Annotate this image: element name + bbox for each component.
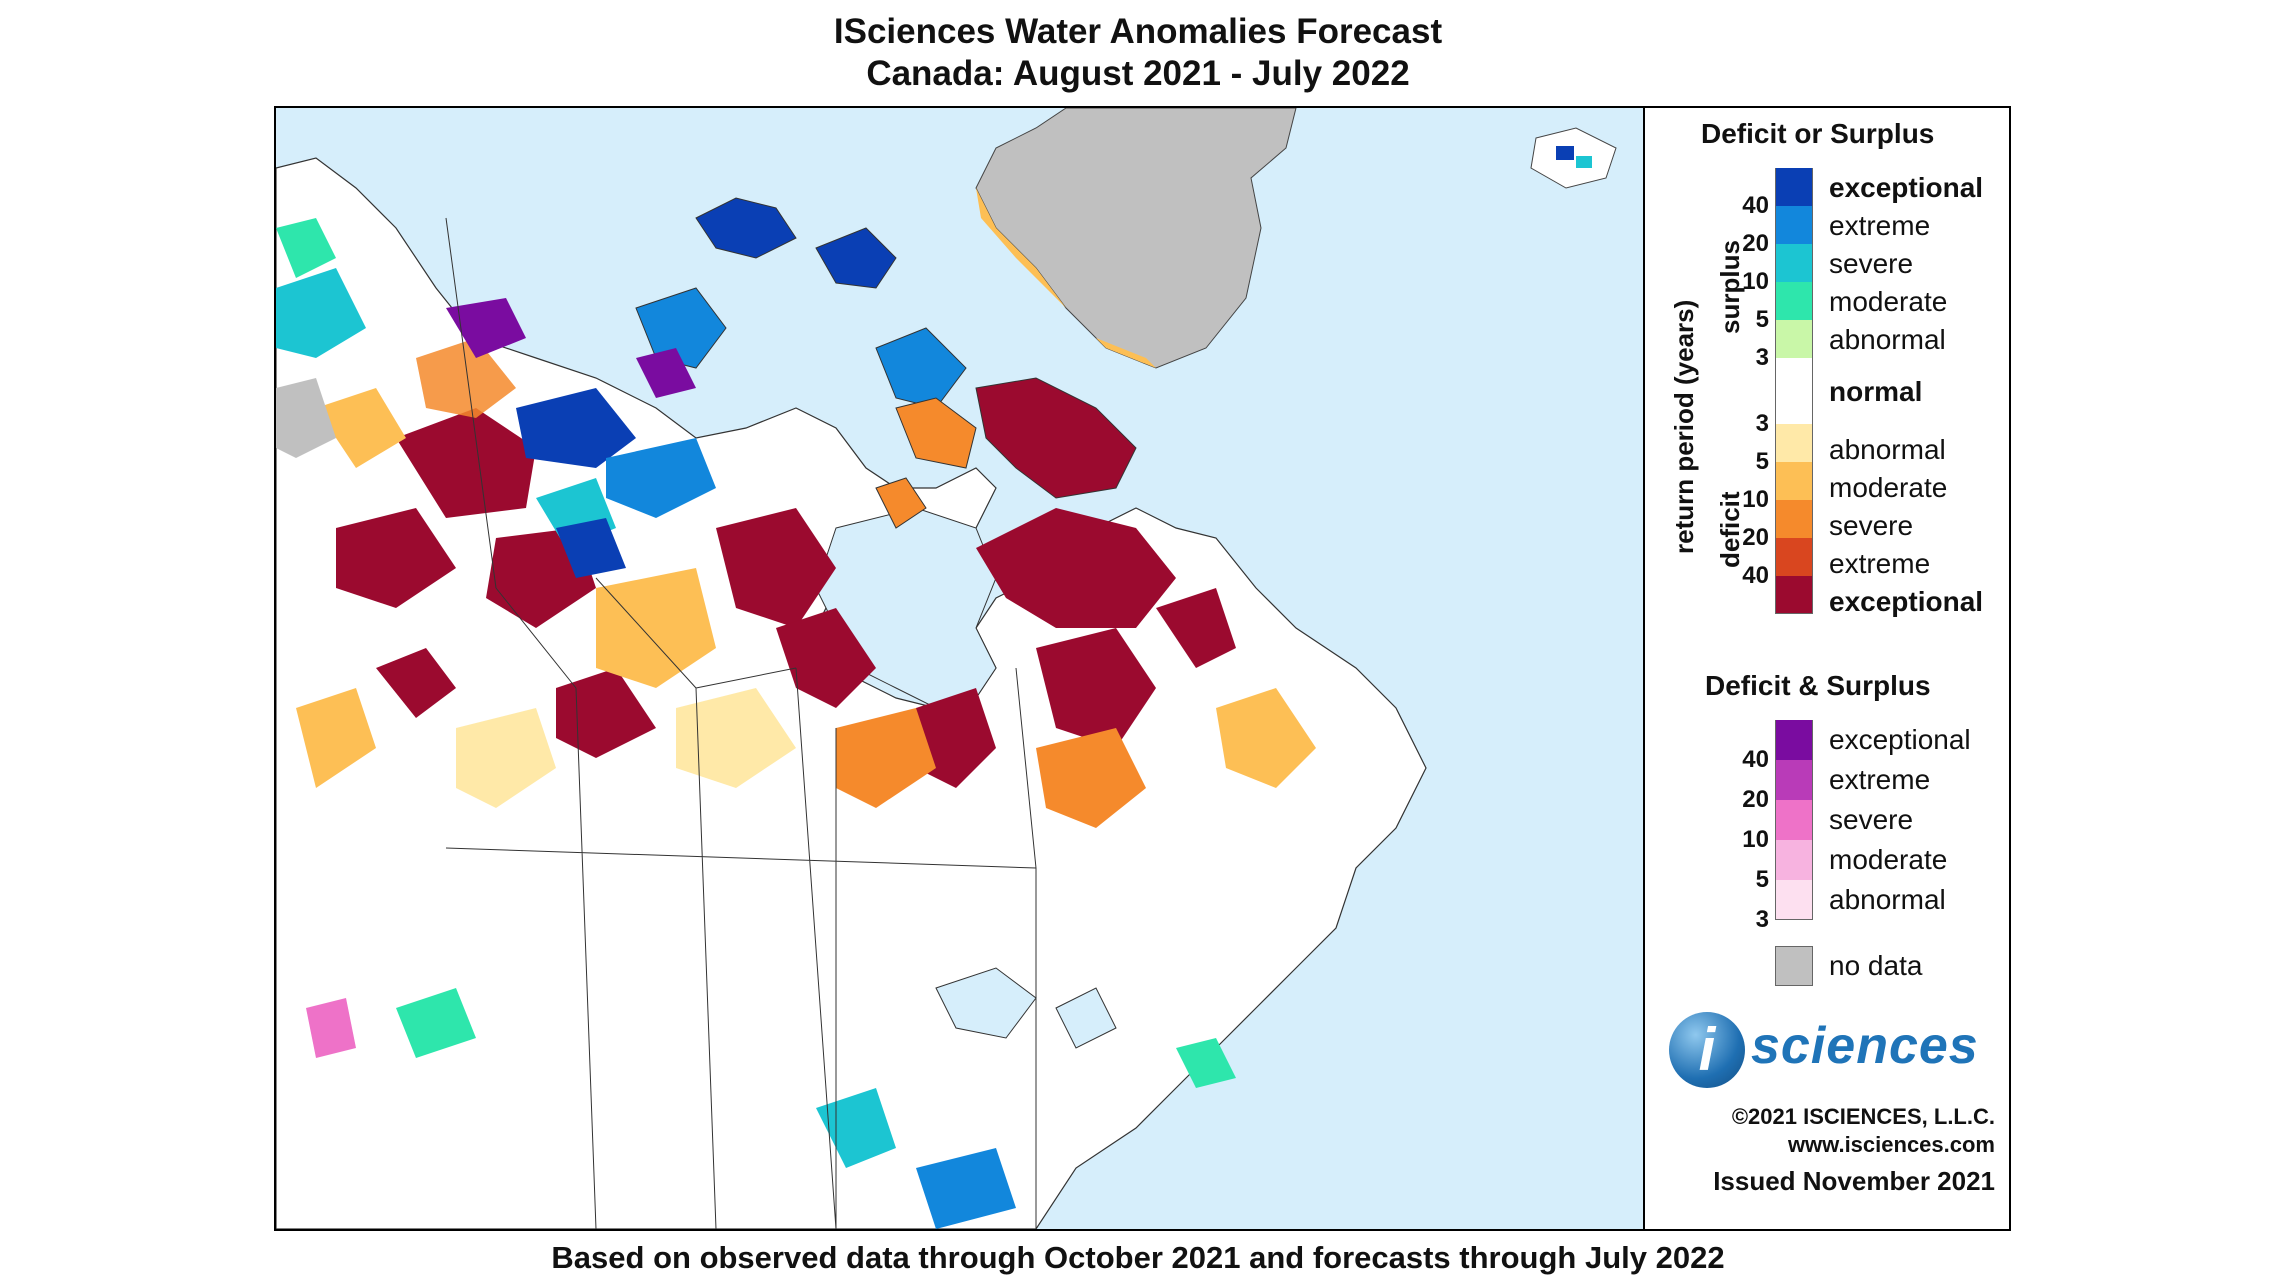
isciences-logo: i sciences [1669,1012,1999,1092]
arctic-island-2 [815,227,897,289]
swatch-deficit-moderate [1775,462,1813,500]
label-deficit-abnormal: abnormal [1829,434,1946,465]
label-normal: normal [1829,376,1923,407]
arctic-island-4 [875,327,967,409]
map-panel [276,108,1645,1229]
tick-deficit-10: 10 [1742,486,1769,513]
tick-both-3: 3 [1755,906,1769,933]
label-surplus-severe: severe [1829,248,1914,279]
label-deficit-extreme: extreme [1829,548,1931,579]
label-deficit-moderate: moderate [1829,472,1948,503]
swatch-both-severe [1775,800,1813,840]
swatch-surplus-severe [1775,244,1813,282]
swatch-no-data [1775,946,1813,986]
tick-both-5: 5 [1755,866,1769,893]
tick-deficit-5: 5 [1755,448,1769,475]
baffin-island [975,377,1137,499]
swatch-surplus-exceptional [1775,168,1813,206]
great-lakes [935,967,1117,1049]
label-surplus-extreme: extreme [1829,210,1931,241]
map-subtitle: Canada: August 2021 - July 2022 [866,54,1410,93]
legend-axis-label: return period (years) [1669,299,1699,554]
tick-deficit-20: 20 [1742,524,1769,551]
arctic-island-3 [635,287,727,369]
legend: Deficit or Surplus return period (years)… [1645,108,2009,1229]
swatch-surplus-extreme [1775,206,1813,244]
swatch-both-extreme [1775,760,1813,800]
label-both-severe: severe [1829,804,1914,835]
canada-anomaly-map [276,108,1643,1229]
label-deficit-exceptional: exceptional [1829,586,1984,617]
tick-both-40: 40 [1742,746,1769,773]
tick-both-10: 10 [1742,826,1769,853]
label-both-extreme: extreme [1829,764,1931,795]
label-both-abnormal: abnormal [1829,884,1946,915]
map-frame: Deficit or Surplus return period (years)… [274,106,2011,1231]
swatch-both-abnormal [1775,880,1813,920]
label-no-data: no data [1829,950,1923,981]
website: www.isciences.com [1787,1132,1995,1157]
tick-both-20: 20 [1742,786,1769,813]
legend-heading-deficit-and-surplus: Deficit & Surplus [1705,670,1931,701]
southampton-island [875,477,927,529]
swatch-surplus-abnormal [1775,320,1813,358]
label-surplus-exceptional: exceptional [1829,172,1984,203]
swatch-deficit-abnormal [1775,424,1813,462]
tick-surplus-10: 10 [1742,268,1769,295]
swatch-normal [1775,358,1813,424]
label-both-moderate: moderate [1829,844,1948,875]
footer-note: Based on observed data through October 2… [551,1240,1725,1275]
swatch-surplus-moderate [1775,282,1813,320]
label-both-exceptional: exceptional [1829,724,1971,755]
tick-deficit-40: 40 [1742,562,1769,589]
logo-circle-icon: i [1669,1012,1745,1088]
swatch-deficit-severe [1775,500,1813,538]
boundary-lines [445,217,1037,1229]
tick-surplus-40: 40 [1742,192,1769,219]
arctic-island-1 [695,197,797,259]
label-deficit-severe: severe [1829,510,1914,541]
tick-surplus-20: 20 [1742,230,1769,257]
swatch-deficit-exceptional [1775,576,1813,614]
label-surplus-moderate: moderate [1829,286,1948,317]
logo-wordmark: sciences [1751,1017,1979,1075]
label-surplus-abnormal: abnormal [1829,324,1946,355]
swatch-deficit-extreme [1775,538,1813,576]
map-title: ISciences Water Anomalies Forecast [833,12,1443,51]
swatch-both-exceptional [1775,720,1813,760]
arctic-island-5 [895,397,977,469]
swatch-both-moderate [1775,840,1813,880]
tick-surplus-5: 5 [1755,306,1769,333]
copyright: ©2021 ISCIENCES, L.L.C. [1731,1104,1995,1129]
tick-surplus-3: 3 [1755,344,1769,371]
tick-deficit-3: 3 [1755,410,1769,437]
legend-heading-deficit-or-surplus: Deficit or Surplus [1701,118,1935,149]
issued-date: Issued November 2021 [1713,1166,1995,1196]
